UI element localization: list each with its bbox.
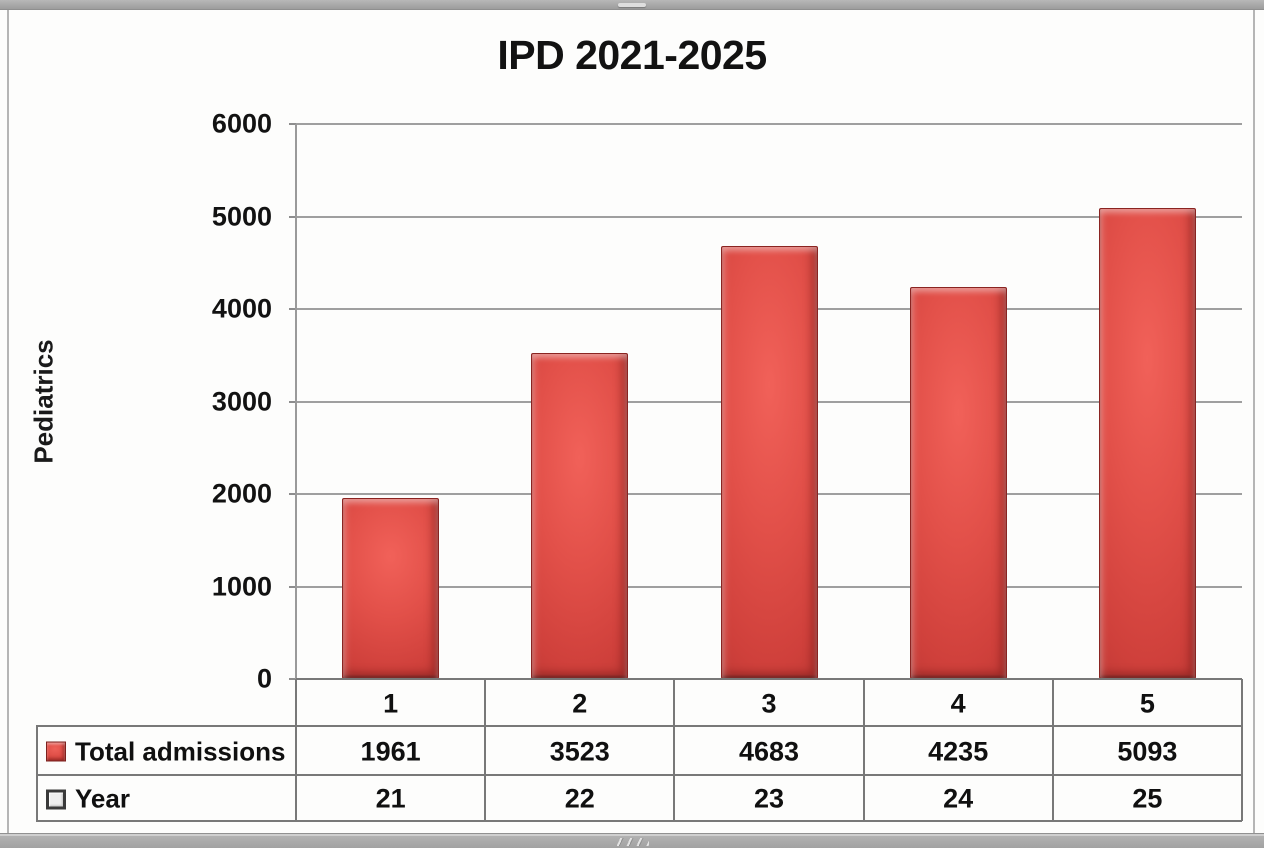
bar-category-5	[1098, 207, 1196, 679]
resize-handle-bottom-icon	[617, 838, 649, 846]
chart-title: IPD 2021-2025	[497, 32, 767, 78]
frame-right-border	[1253, 10, 1255, 833]
frame-top-bar	[0, 0, 1264, 10]
legend-cell-year: Year	[46, 784, 130, 815]
legend-cell-total-admissions: Total admissions	[46, 736, 285, 767]
table-header-cell: 1	[383, 688, 399, 718]
table-header-cell: 3	[761, 688, 777, 718]
bar-category-1	[342, 497, 440, 679]
y-tick-mark-1000	[289, 585, 296, 588]
table-value-cell: 3523	[549, 736, 610, 766]
legend-label: Year	[75, 783, 130, 814]
table-line-baseline	[296, 678, 1242, 680]
y-tick-label-4000: 4000	[211, 293, 272, 324]
y-tick-label-2000: 2000	[211, 478, 272, 509]
y-tick-mark-0	[289, 678, 296, 680]
y-tick-label-1000: 1000	[211, 571, 272, 601]
table-line-v2	[673, 679, 675, 821]
table-value-cell: 23	[753, 783, 785, 814]
bar-category-3	[720, 245, 818, 679]
table-line-v1	[484, 679, 486, 821]
frame-left-border	[7, 10, 9, 833]
y-tick-label-6000: 6000	[211, 108, 272, 139]
y-tick-label-5000: 5000	[211, 201, 272, 231]
table-header-cell: 4	[950, 688, 966, 718]
y-tick-label-3000: 3000	[211, 386, 272, 416]
table-value-cell: 4235	[928, 736, 989, 766]
y-tick-mark-6000	[289, 123, 296, 125]
bar-category-2	[531, 353, 629, 679]
table-line-v5	[1241, 679, 1243, 821]
table-header-cell: 5	[1139, 688, 1155, 718]
table-value-cell: 21	[375, 783, 406, 814]
red-square-legend-icon	[46, 741, 66, 762]
table-value-cell: 4683	[738, 736, 800, 766]
table-value-cell: 5093	[1117, 736, 1178, 766]
y-tick-mark-3000	[289, 400, 296, 403]
y-tick-mark-2000	[289, 493, 296, 495]
resize-handle-top-icon	[618, 3, 646, 7]
table-value-cell: 25	[1132, 783, 1163, 814]
table-value-cell: 1961	[360, 736, 421, 766]
y-tick-mark-4000	[289, 308, 296, 310]
legend-label: Total admissions	[75, 736, 286, 766]
gridline-5000	[296, 215, 1242, 218]
bar-category-4	[909, 287, 1007, 679]
table-header-cell: 2	[572, 688, 588, 718]
table-line-v0	[295, 679, 297, 821]
table-line-v4	[1052, 679, 1054, 821]
y-axis-line	[295, 124, 297, 679]
table-line-v3	[863, 679, 865, 821]
gridline-6000	[296, 123, 1242, 125]
table-line-h1	[36, 725, 1242, 727]
table-line-h2	[36, 774, 1242, 776]
table-value-cell: 24	[943, 783, 974, 814]
table-line-legend-left	[36, 726, 38, 821]
white-square-legend-icon	[46, 789, 66, 809]
y-tick-label-0: 0	[256, 663, 272, 694]
table-line-h3	[36, 820, 1242, 822]
y-tick-mark-5000	[289, 215, 296, 218]
table-value-cell: 22	[564, 783, 595, 814]
